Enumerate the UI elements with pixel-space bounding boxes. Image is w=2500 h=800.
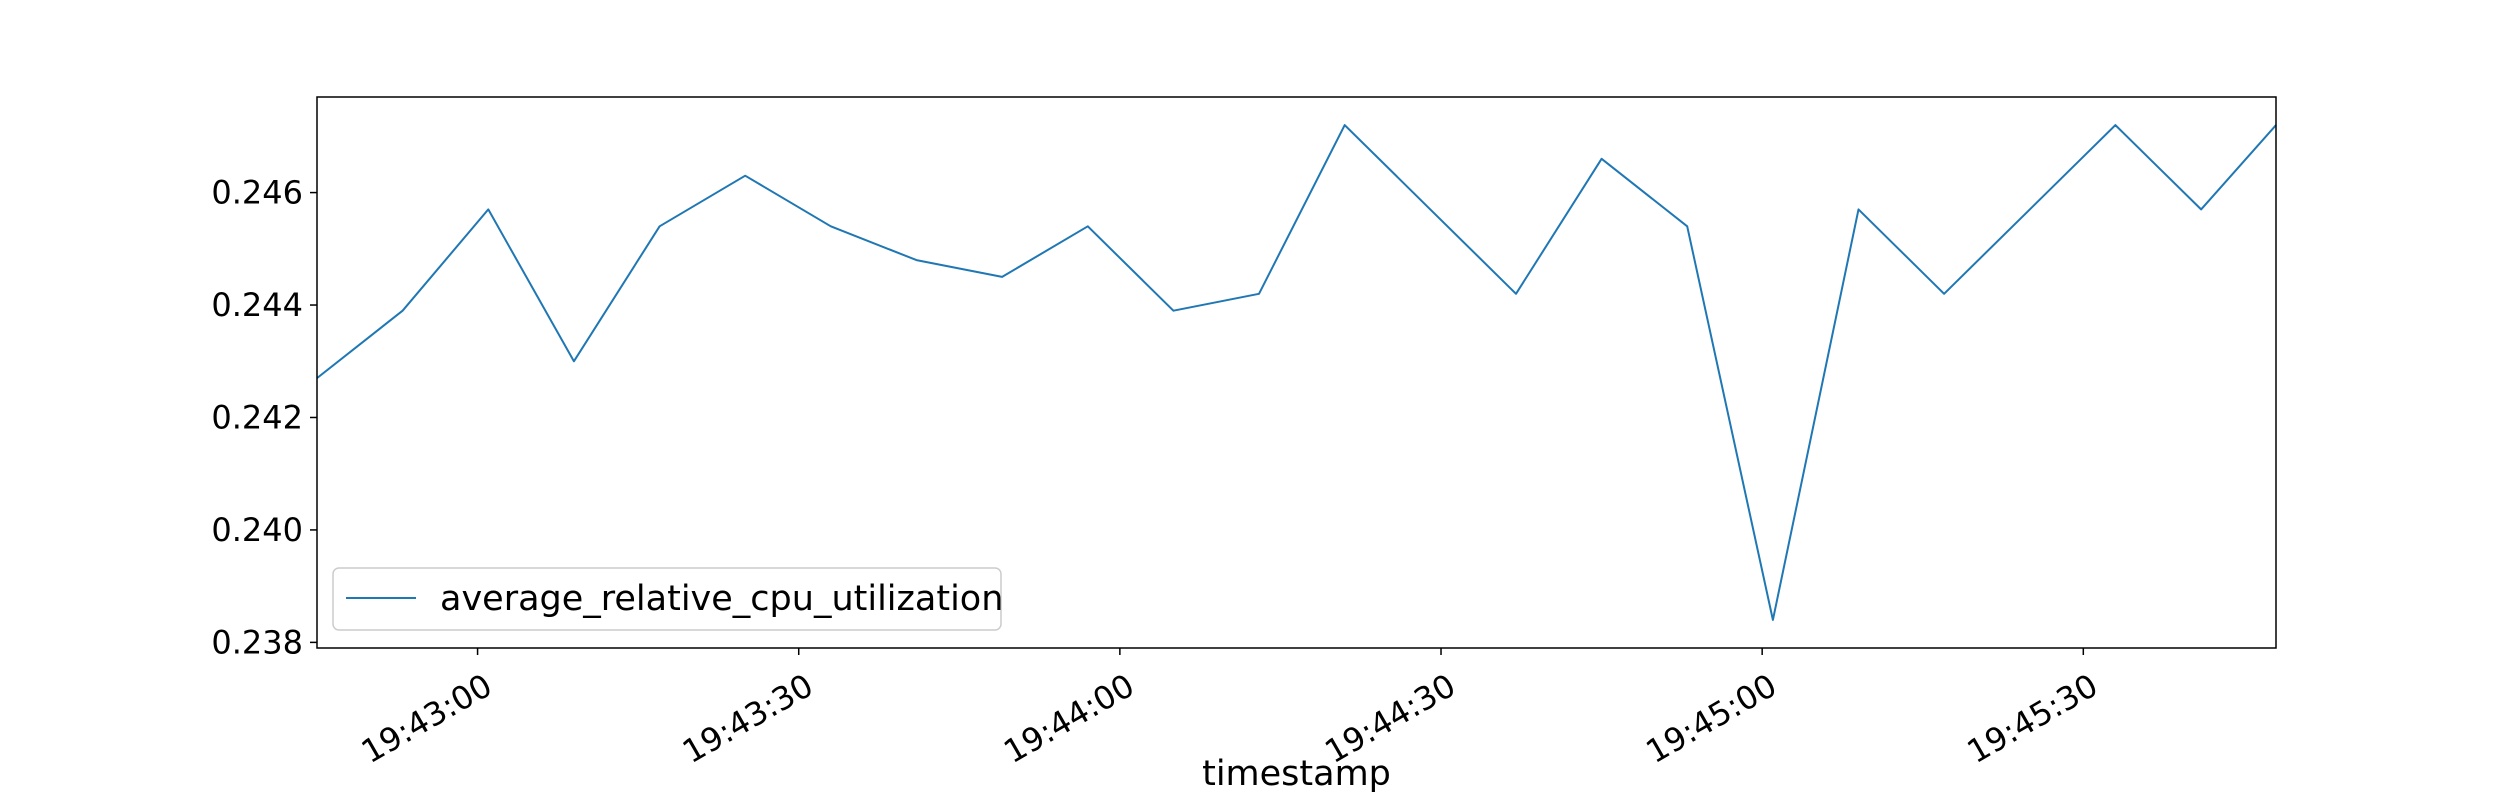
- y-tick-label: 0.242: [211, 398, 303, 436]
- y-tick-label: 0.238: [211, 623, 303, 661]
- legend-entry-label: average_relative_cpu_utilization: [440, 579, 1003, 619]
- x-tick-label: 19:45:00: [1639, 666, 1782, 771]
- y-tick-label: 0.244: [211, 286, 303, 324]
- legend: average_relative_cpu_utilization: [332, 567, 1003, 631]
- x-axis: 19:43:00 19:43:30 19:44:00 19:44:30 19:45:00…: [355, 648, 2104, 771]
- legend-box: [332, 567, 1002, 631]
- y-tick-label: 0.240: [211, 511, 303, 549]
- plot-area: [316, 124, 2277, 621]
- y-axis: 0.238 0.240 0.242 0.244 0.246: [211, 174, 317, 661]
- x-tick-label: 19:43:30: [676, 666, 819, 771]
- x-tick-label: 19:43:00: [355, 666, 498, 771]
- series-line-1: [316, 124, 2277, 621]
- plot-frame: [316, 96, 2277, 649]
- x-tick-label: 19:44:00: [997, 666, 1140, 771]
- x-tick-label: 19:45:30: [1961, 666, 2104, 771]
- y-tick-label: 0.246: [211, 174, 303, 212]
- x-axis-title: timestamp: [1202, 754, 1391, 794]
